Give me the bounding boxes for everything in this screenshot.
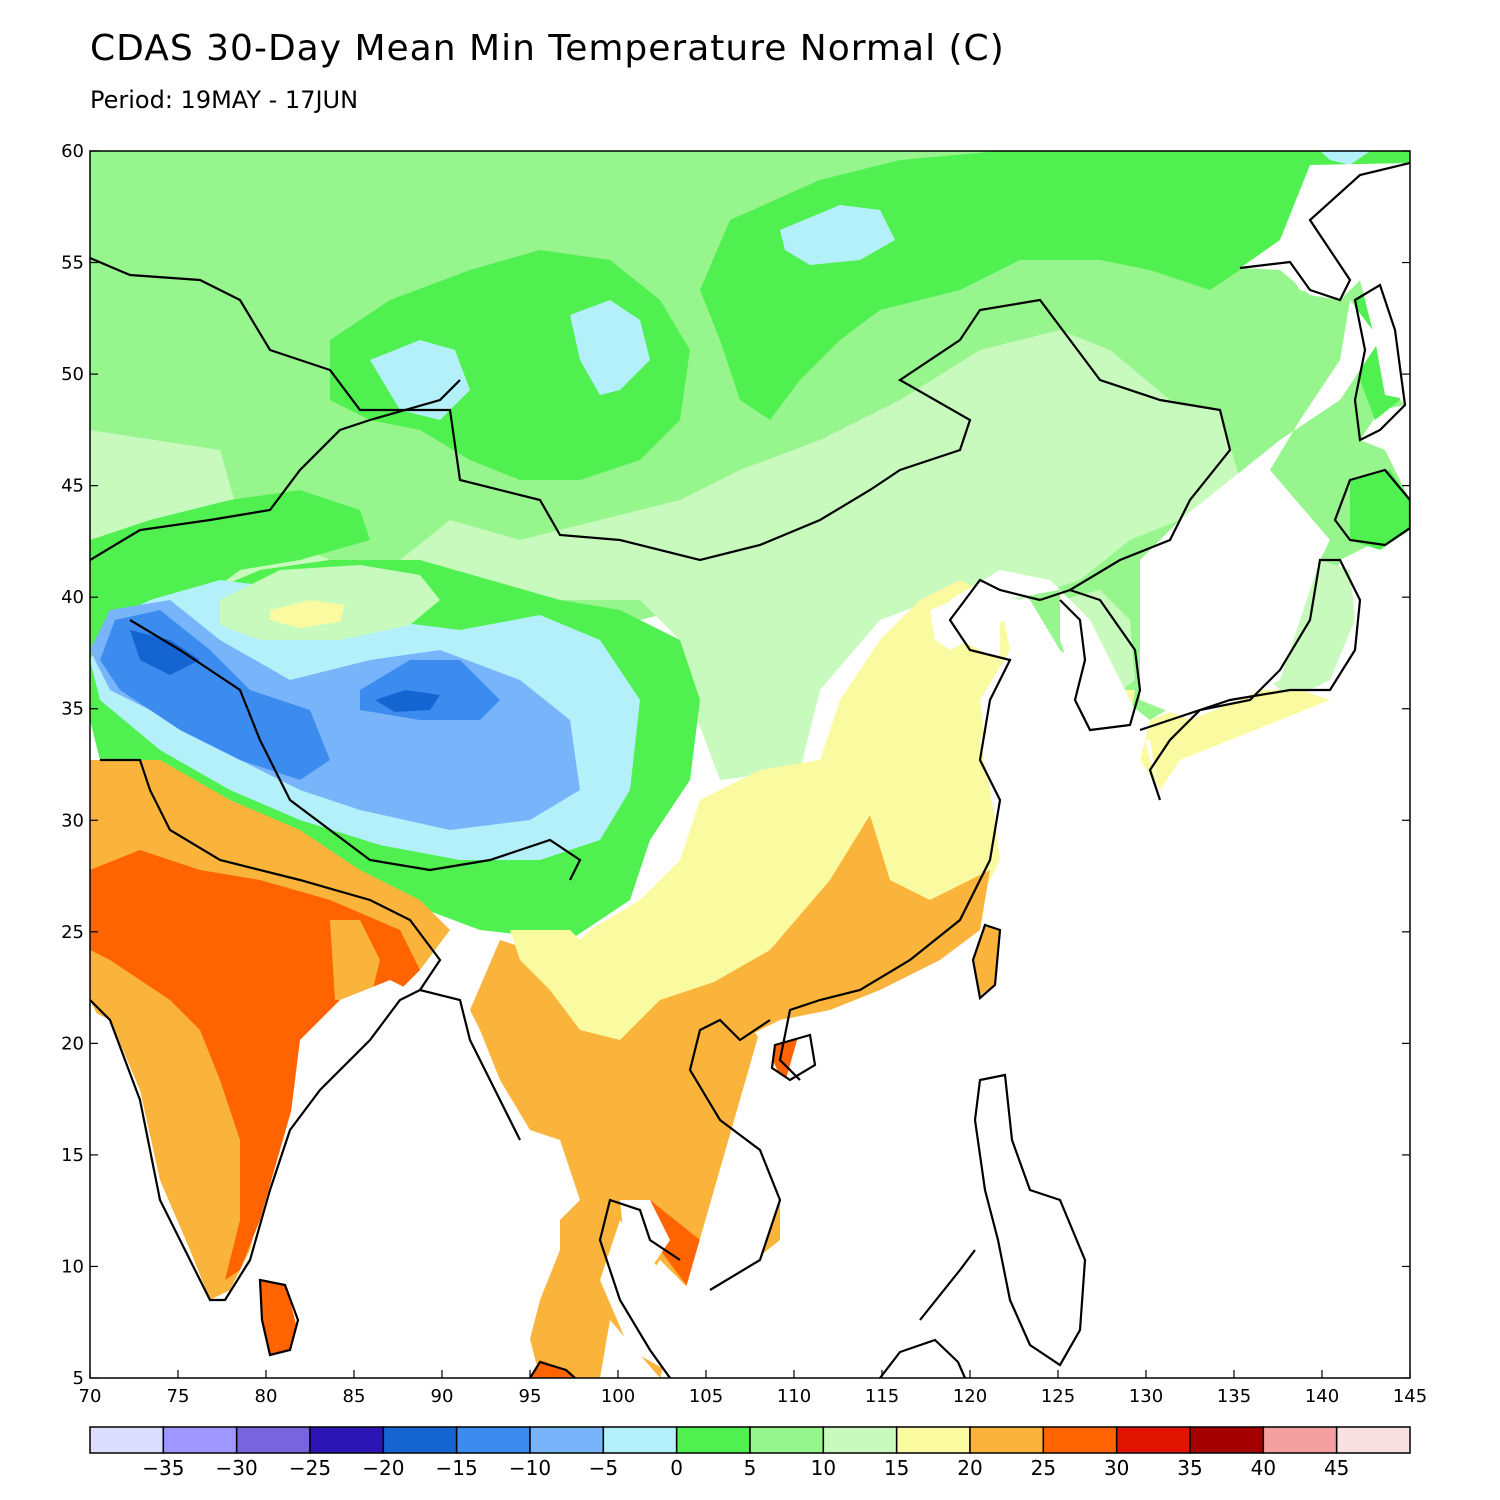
x-tick-label: 105 bbox=[689, 1386, 723, 1407]
sea-gulf-thailand bbox=[620, 1200, 670, 1270]
sea-south-china bbox=[600, 1030, 860, 1378]
chart-title: CDAS 30-Day Mean Min Temperature Normal … bbox=[90, 28, 1005, 69]
sea-sea-of-japan bbox=[1140, 300, 1380, 720]
x-tick-label: 115 bbox=[865, 1386, 899, 1407]
colorbar-swatch bbox=[235, 1426, 311, 1454]
colorbar-swatch bbox=[749, 1426, 825, 1454]
colorbar: −35 −30 −25 −20 −15 −10 −5 0 5 10 15 20 25 30 35 40 45 bbox=[89, 1426, 1411, 1480]
colorbar-swatch bbox=[1335, 1426, 1411, 1454]
band-10-15-north-china bbox=[90, 330, 1240, 780]
chart-subtitle: Period: 19MAY - 17JUN bbox=[90, 86, 359, 114]
colorbar-label: 30 bbox=[1104, 1456, 1129, 1480]
y-tick-label: 35 bbox=[61, 699, 84, 720]
plot-frame bbox=[89, 150, 1411, 1379]
colorbar-swatch bbox=[382, 1426, 458, 1454]
x-tick-label: 90 bbox=[431, 1386, 454, 1407]
colorbar-swatch bbox=[1115, 1426, 1191, 1454]
colorbar-swatch bbox=[1042, 1426, 1118, 1454]
band-25-30-sri-lanka bbox=[260, 1280, 298, 1355]
colorbar-label: 35 bbox=[1177, 1456, 1202, 1480]
y-tick-label: 60 bbox=[61, 141, 84, 162]
colorbar-label: −5 bbox=[589, 1456, 618, 1480]
y-tick-label: 25 bbox=[61, 922, 84, 943]
colorbar-swatch bbox=[529, 1426, 605, 1454]
colorbar-label: −30 bbox=[216, 1456, 258, 1480]
y-tick-label: 30 bbox=[61, 810, 84, 831]
colorbar-swatch bbox=[1189, 1426, 1265, 1454]
y-tick-label: 50 bbox=[61, 364, 84, 385]
colorbar-label: −20 bbox=[362, 1456, 404, 1480]
band-20-25-south-china bbox=[700, 815, 990, 1050]
band-minus5-0-altai-w bbox=[370, 340, 470, 420]
x-tick-label: 100 bbox=[601, 1386, 635, 1407]
sea-east-china bbox=[780, 570, 1410, 1378]
y-tick-label: 5 bbox=[73, 1368, 84, 1389]
colorbar-swatch bbox=[969, 1426, 1045, 1454]
colorbar-swatch bbox=[822, 1426, 898, 1454]
x-tick-label: 95 bbox=[519, 1386, 542, 1407]
x-tick-label: 80 bbox=[255, 1386, 278, 1407]
x-tick-label: 140 bbox=[1305, 1386, 1339, 1407]
band-25-30-sumatra-tip bbox=[530, 1360, 575, 1378]
x-tick-label: 125 bbox=[1041, 1386, 1075, 1407]
x-tick-label: 120 bbox=[953, 1386, 987, 1407]
colorbar-label: 45 bbox=[1324, 1456, 1349, 1480]
x-tick-label: 135 bbox=[1217, 1386, 1251, 1407]
x-tick-label: 130 bbox=[1129, 1386, 1163, 1407]
x-tick-label: 110 bbox=[777, 1386, 811, 1407]
colorbar-label: 15 bbox=[884, 1456, 909, 1480]
colorbar-label: −15 bbox=[436, 1456, 478, 1480]
sea-okhotsk bbox=[1240, 163, 1410, 400]
sea-arabian bbox=[90, 1010, 210, 1378]
colorbar-swatch bbox=[1262, 1426, 1338, 1454]
x-axis: 70 75 80 85 90 95 100 105 110 115 120 125 130 135 140 1… bbox=[79, 1370, 1427, 1407]
sea-bohai bbox=[930, 590, 1005, 650]
band-15-20-north-indochina bbox=[510, 930, 660, 1040]
y-tick-label: 45 bbox=[61, 476, 84, 497]
x-tick-label: 85 bbox=[343, 1386, 366, 1407]
band-minus5-0-sayan bbox=[570, 300, 650, 395]
x-tick-label: 75 bbox=[167, 1386, 190, 1407]
colorbar-swatch bbox=[162, 1426, 238, 1454]
band-15-20-tarim bbox=[270, 600, 345, 628]
colorbar-label: −10 bbox=[509, 1456, 551, 1480]
colorbar-label: 10 bbox=[811, 1456, 836, 1480]
band-minus20-minus15 bbox=[130, 630, 200, 675]
band-20-25-central-india bbox=[330, 920, 380, 1000]
y-axis: 5 10 15 20 25 30 35 40 45 50 55 60 bbox=[61, 141, 1410, 1389]
x-tick-label: 145 bbox=[1393, 1386, 1427, 1407]
colorbar-swatch bbox=[895, 1426, 971, 1454]
colorbar-swatch bbox=[455, 1426, 531, 1454]
y-tick-label: 55 bbox=[61, 253, 84, 274]
sea-bay-of-bengal bbox=[270, 980, 560, 1378]
y-tick-label: 20 bbox=[61, 1033, 84, 1054]
x-tick-label: 70 bbox=[79, 1386, 102, 1407]
colorbar-label: 25 bbox=[1031, 1456, 1056, 1480]
band-minus5-0-baikal-north bbox=[780, 205, 895, 265]
colorbar-swatch bbox=[89, 1426, 165, 1454]
colorbar-label: 0 bbox=[670, 1456, 683, 1480]
y-tick-label: 15 bbox=[61, 1145, 84, 1166]
band-0-5-hokkaido bbox=[1350, 470, 1410, 550]
colorbar-swatch bbox=[309, 1426, 385, 1454]
colorbar-swatch bbox=[675, 1426, 751, 1454]
temperature-field bbox=[90, 151, 1410, 1378]
band-10-15-japan bbox=[1270, 560, 1355, 700]
coastlines bbox=[90, 161, 1410, 1378]
colorbar-swatch bbox=[602, 1426, 678, 1454]
y-tick-label: 40 bbox=[61, 587, 84, 608]
y-tick-label: 10 bbox=[61, 1256, 84, 1277]
colorbar-label: −35 bbox=[142, 1456, 184, 1480]
colorbar-label: 40 bbox=[1251, 1456, 1276, 1480]
band-minus20-minus15-east bbox=[375, 690, 440, 712]
colorbar-label: 5 bbox=[744, 1456, 757, 1480]
colorbar-label: −25 bbox=[289, 1456, 331, 1480]
colorbar-label: 20 bbox=[957, 1456, 982, 1480]
band-minus5-0-okhotsk bbox=[1320, 151, 1370, 165]
